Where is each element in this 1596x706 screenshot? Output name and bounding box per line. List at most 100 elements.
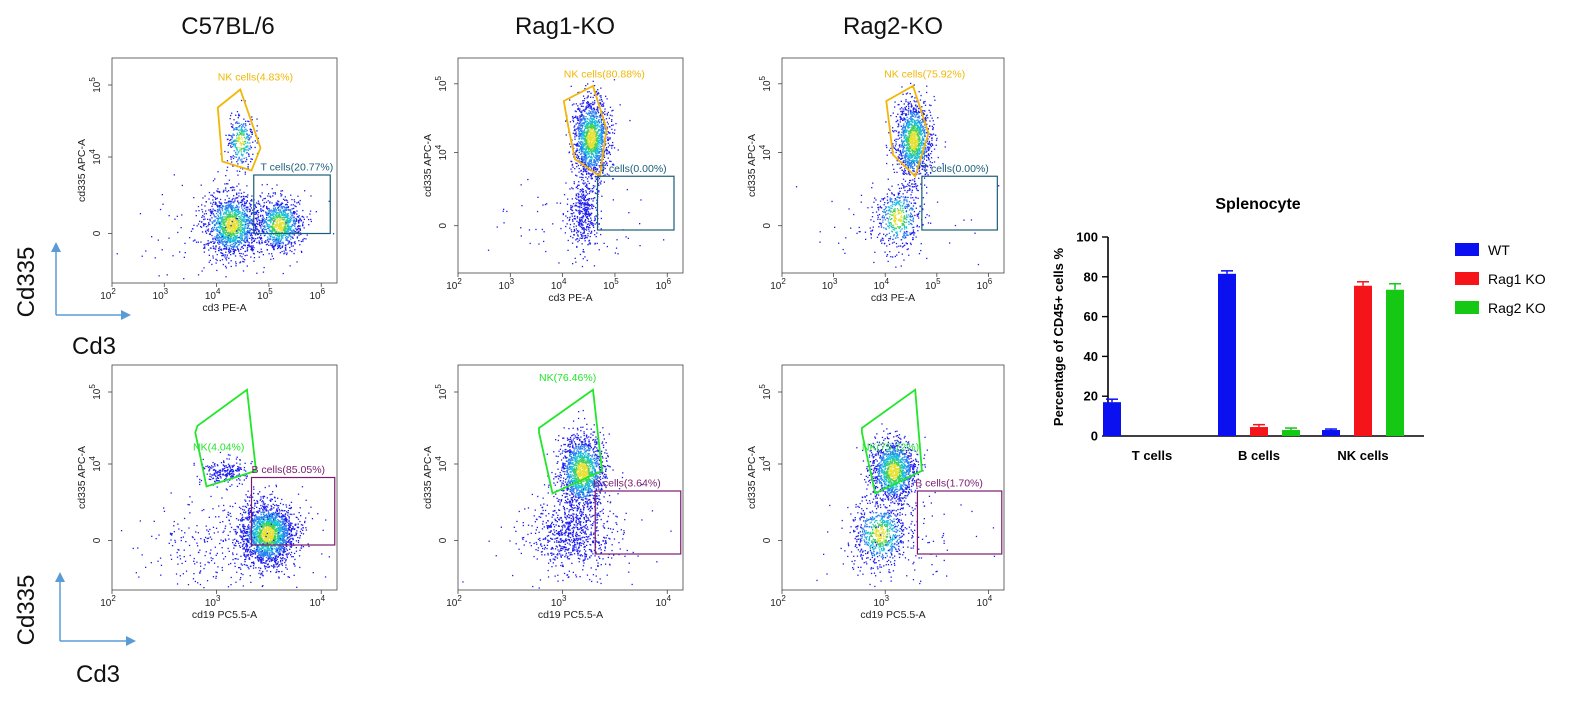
event-dot [288, 222, 289, 223]
event-dot [219, 246, 220, 247]
event-dot [580, 254, 581, 255]
event-dot [214, 197, 215, 198]
event-dot [577, 185, 578, 186]
event-dot [189, 237, 190, 238]
event-dot [228, 235, 229, 236]
event-dot [576, 128, 577, 129]
event-dot [213, 196, 214, 197]
event-dot [229, 219, 230, 220]
event-dot [252, 142, 253, 143]
event-dot [298, 202, 299, 203]
event-dot [211, 264, 212, 265]
event-dot [905, 101, 906, 102]
event-dot [608, 112, 609, 113]
event-dot [588, 198, 589, 199]
event-dot [249, 246, 250, 247]
event-dot [589, 227, 590, 228]
event-dot [251, 147, 252, 148]
event-dot [145, 250, 146, 251]
event-dot [251, 195, 252, 196]
event-dot [241, 204, 242, 205]
y-axis-label: cd335 APC-A [76, 139, 88, 202]
event-dot [578, 124, 579, 125]
event-dot [298, 240, 299, 241]
event-dot [567, 250, 568, 251]
event-dot [575, 163, 576, 164]
event-dot [213, 202, 214, 203]
event-dot [256, 202, 257, 203]
event-dot [233, 202, 234, 203]
event-dot [573, 118, 574, 119]
event-dot [212, 195, 213, 196]
event-dot [600, 97, 601, 98]
event-dot [238, 210, 239, 211]
event-dot [297, 196, 298, 197]
event-dot [262, 231, 263, 232]
event-dot [578, 197, 579, 198]
event-dot [247, 230, 248, 231]
event-dot [583, 109, 584, 110]
event-dot [588, 106, 589, 107]
event-dot [227, 220, 228, 221]
event-dot [242, 139, 243, 140]
event-dot [609, 145, 610, 146]
event-dot [249, 228, 250, 229]
event-dot [256, 242, 257, 243]
event-dot [155, 257, 156, 258]
event-dot [598, 140, 599, 141]
event-dot [288, 241, 289, 242]
event-dot [223, 213, 224, 214]
event-dot [591, 125, 592, 126]
event-dot [254, 257, 255, 258]
event-dot [287, 217, 288, 218]
event-dot [583, 199, 584, 200]
event-dot [574, 205, 575, 206]
event-dot [598, 161, 599, 162]
event-dot [310, 195, 311, 196]
event-dot [256, 273, 257, 274]
event-dot [214, 224, 215, 225]
event-dot [277, 220, 278, 221]
event-dot [585, 196, 586, 197]
event-dot [274, 217, 275, 218]
event-dot [232, 202, 233, 203]
event-dot [257, 217, 258, 218]
event-dot [220, 211, 221, 212]
event-dot [294, 199, 295, 200]
event-dot [569, 143, 570, 144]
event-dot [275, 214, 276, 215]
event-dot [591, 135, 592, 136]
event-dot [615, 123, 616, 124]
event-dot [193, 240, 194, 241]
event-dot [578, 196, 579, 197]
event-dot [609, 161, 610, 162]
event-dot [593, 169, 594, 170]
event-dot [257, 221, 258, 222]
event-dot [271, 245, 272, 246]
event-dot [241, 202, 242, 203]
event-dot [260, 235, 261, 236]
event-dot [585, 119, 586, 120]
event-dot [231, 113, 232, 114]
event-dot [266, 207, 267, 208]
event-dot [301, 251, 302, 252]
event-dot [595, 150, 596, 151]
event-dot [282, 220, 283, 221]
event-dot [269, 219, 270, 220]
event-dot [297, 226, 298, 227]
event-dot [213, 220, 214, 221]
event-dot [193, 225, 194, 226]
event-dot [247, 247, 248, 248]
event-dot [597, 125, 598, 126]
event-dot [597, 89, 598, 90]
event-dot [582, 174, 583, 175]
event-dot [582, 209, 583, 210]
event-dot [249, 142, 250, 143]
event-dot [573, 133, 574, 134]
event-dot [233, 119, 234, 120]
event-dot [602, 128, 603, 129]
event-dot [191, 231, 192, 232]
event-dot [293, 221, 294, 222]
event-dot [592, 204, 593, 205]
event-dot [592, 138, 593, 139]
